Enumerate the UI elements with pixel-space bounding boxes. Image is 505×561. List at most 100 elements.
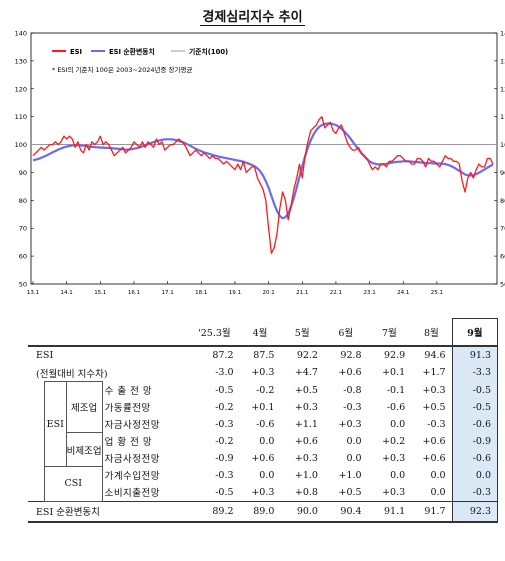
table-value-cell: -0.6 bbox=[451, 415, 499, 433]
table-row-label: ESI 순환변동치 bbox=[28, 500, 190, 523]
table-subgroup-label: 비제조업 bbox=[65, 432, 103, 467]
table-row: ESI 제조업 수 출 전 망 -0.5 -0.2 +0.5 -0.8 -0.1 +0.3 -0.… bbox=[28, 381, 499, 467]
table-value-cell: 0.0 bbox=[390, 418, 406, 430]
table-value-cell: 0.0 bbox=[259, 435, 275, 447]
table-value-cell: +0.6 bbox=[251, 452, 275, 464]
table-row-label: ESI bbox=[36, 350, 54, 361]
table-value-cell: +0.8 bbox=[294, 486, 318, 498]
table-spacer bbox=[28, 433, 44, 450]
table-value-cell: 87.5 bbox=[253, 350, 275, 361]
table-value-cell: 0.0 bbox=[346, 435, 362, 447]
table-value-cell: -0.3 bbox=[451, 483, 499, 501]
x-tick-label: 22.1 bbox=[330, 290, 342, 296]
table-value-cell: +0.6 bbox=[422, 435, 446, 447]
y-right-tick-label: 90 bbox=[500, 169, 505, 177]
table-header-blank bbox=[28, 318, 190, 347]
table-value-cell: +0.6 bbox=[422, 452, 446, 464]
table-value-cell: +0.3 bbox=[338, 418, 362, 430]
table-indicator-label: 가계수입전망 bbox=[101, 466, 190, 484]
table-value-cell: 91.1 bbox=[367, 500, 412, 523]
table-row: ESI 순환변동치 89.2 89.0 90.0 90.4 91.1 91.7 92.3 bbox=[28, 500, 499, 523]
table-value-cell: -0.3 bbox=[427, 418, 446, 430]
table-value-cell: +0.3 bbox=[251, 367, 275, 379]
table-value-cell: 92.9 bbox=[384, 350, 406, 361]
table-value-cell: +0.5 bbox=[422, 401, 446, 413]
table-value-cell: -0.3 bbox=[215, 418, 234, 430]
series-line-esi-cycle bbox=[32, 122, 494, 220]
x-tick-label: 13.1 bbox=[27, 290, 39, 296]
y-tick-label: 90 bbox=[19, 169, 27, 177]
table-row: CSI 가계수입전망 -0.3 0.0 +1.0 +1.0 0.0 0.0 0.0 bbox=[28, 466, 499, 502]
table-value-cell: +0.3 bbox=[382, 486, 406, 498]
table-spacer bbox=[28, 450, 44, 467]
table-column-header: 4월 bbox=[239, 318, 281, 347]
table-value-cell: +0.1 bbox=[382, 367, 406, 379]
x-tick-label: 14.1 bbox=[61, 290, 73, 296]
table-column-header: '25.3월 bbox=[189, 318, 240, 347]
table-value-cell: +0.5 bbox=[338, 486, 362, 498]
table-value-cell: 90.0 bbox=[280, 500, 324, 523]
y-right-tick-label: 60 bbox=[500, 253, 505, 261]
table-value-cell: -0.5 bbox=[451, 381, 499, 399]
table-value-cell: 92.2 bbox=[296, 350, 318, 361]
table-value-cell: -0.3 bbox=[343, 401, 362, 413]
table-value-cell: +0.3 bbox=[422, 384, 446, 396]
table-value-cell: -3.0 bbox=[215, 367, 234, 379]
table-value-cell: 0.0 bbox=[430, 486, 446, 498]
y-tick-label: 140 bbox=[15, 30, 27, 38]
table-value-cell: -0.2 bbox=[215, 435, 234, 447]
table-value-cell: +1.0 bbox=[338, 469, 362, 481]
y-right-tick-label: 110 bbox=[500, 113, 505, 121]
table-value-cell: +0.3 bbox=[294, 401, 318, 413]
table-value-cell: 92.8 bbox=[340, 350, 362, 361]
table-spacer bbox=[28, 382, 44, 399]
table-value-cell: 0.0 bbox=[390, 469, 406, 481]
x-tick-label: 24.1 bbox=[397, 290, 409, 296]
table-column-header: 5월 bbox=[280, 318, 324, 347]
table-value-cell: -0.6 bbox=[451, 449, 499, 467]
table-value-cell: 89.2 bbox=[189, 500, 240, 523]
table-value-cell: +1.7 bbox=[422, 367, 446, 379]
x-tick-label: 16.1 bbox=[128, 290, 140, 296]
chart-note: * ESI의 기준치 100은 2003~2024년중 장기평균 bbox=[52, 65, 192, 74]
y-right-tick-label: 70 bbox=[500, 225, 505, 233]
table-value-cell: 0.0 bbox=[430, 469, 446, 481]
table-value-cell: +0.2 bbox=[382, 435, 406, 447]
table-row: 자금사정전망 -0.9 +0.6 +0.3 0.0 +0.3 +0.6 -0.6 bbox=[28, 449, 499, 467]
y-right-tick-label: 120 bbox=[500, 85, 505, 93]
table-row: 비제조업 업 황 전 망 -0.2 0.0 +0.6 0.0 +0.2 +0.6 -0.9 bbox=[28, 432, 499, 467]
x-tick-label: 17.1 bbox=[162, 290, 174, 296]
esi-table: '25.3월 4월 5월 6월 7월 8월 9월 ESI 87.2 87.5 92.2 92.8 92.… bbox=[28, 318, 499, 523]
table-group-label: CSI bbox=[43, 466, 103, 502]
table-indicator-label: 업 황 전 망 bbox=[101, 432, 190, 450]
y-tick-label: 60 bbox=[19, 253, 27, 261]
table-value-cell: -0.2 bbox=[256, 384, 275, 396]
table-value-cell: 0.0 bbox=[346, 452, 362, 464]
y-right-tick-label: 80 bbox=[500, 197, 505, 205]
table-column-header: 8월 bbox=[411, 318, 453, 347]
table-value-cell: 94.6 bbox=[424, 350, 446, 361]
table-group-label: ESI bbox=[43, 381, 67, 467]
table-value-cell: 91.7 bbox=[411, 500, 453, 523]
table-value-cell: -0.2 bbox=[215, 401, 234, 413]
table-value-cell: -3.3 bbox=[451, 364, 499, 382]
table-value-cell: -0.3 bbox=[215, 469, 234, 481]
x-tick-label: 21.1 bbox=[296, 290, 308, 296]
table-value-cell: +4.7 bbox=[294, 367, 318, 379]
y-tick-label: 120 bbox=[15, 85, 27, 93]
table-column-header: 7월 bbox=[367, 318, 412, 347]
x-tick-label: 20.1 bbox=[262, 290, 274, 296]
table-value-cell: -0.5 bbox=[215, 384, 234, 396]
table-value-cell: 0.0 bbox=[259, 469, 275, 481]
table-value-cell: +1.1 bbox=[294, 418, 318, 430]
table-value-cell: +0.5 bbox=[294, 384, 318, 396]
table-column-header: 6월 bbox=[323, 318, 368, 347]
table-spacer bbox=[28, 484, 44, 502]
table-indicator-label: 소비지출전망 bbox=[101, 483, 190, 501]
table-value-cell: 90.4 bbox=[323, 500, 368, 523]
table-row: (전월대비 지수차) -3.0 +0.3 +4.7 +0.6 +0.1 +1.7 -3.3 bbox=[28, 364, 499, 382]
table-row: 자금사정전망 -0.3 -0.6 +1.1 +0.3 0.0 -0.3 -0.6 bbox=[28, 415, 499, 433]
table-value-cell: 91.3 bbox=[451, 346, 499, 364]
table-spacer bbox=[28, 416, 44, 433]
table-value-cell: +0.6 bbox=[338, 367, 362, 379]
